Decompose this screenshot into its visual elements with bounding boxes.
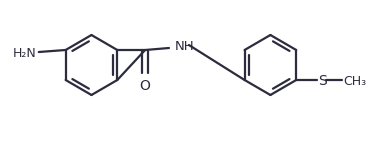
Text: NH: NH: [175, 40, 195, 52]
Text: CH₃: CH₃: [343, 75, 366, 87]
Text: O: O: [140, 79, 151, 93]
Text: S: S: [318, 74, 327, 88]
Text: H₂N: H₂N: [13, 46, 37, 60]
